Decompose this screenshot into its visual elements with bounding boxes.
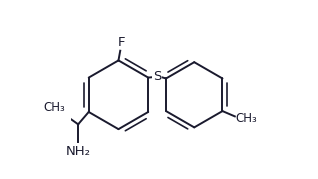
Text: CH₃: CH₃ [236, 112, 258, 125]
Text: S: S [153, 70, 161, 83]
Text: CH₃: CH₃ [43, 101, 65, 114]
Text: F: F [117, 36, 125, 49]
Text: NH₂: NH₂ [66, 146, 91, 158]
